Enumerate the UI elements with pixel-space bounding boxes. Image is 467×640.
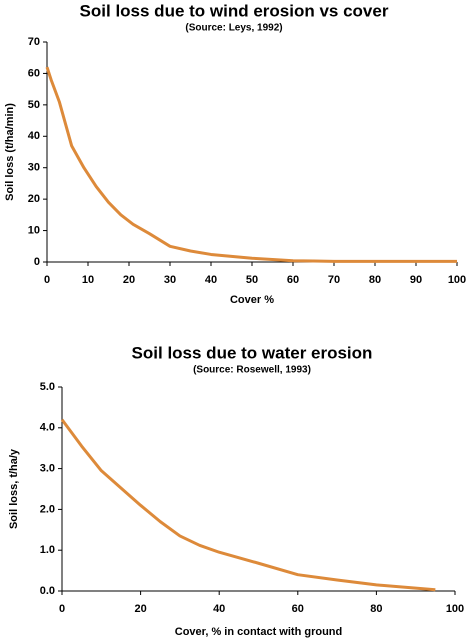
y-tick-label: 70 — [28, 36, 40, 48]
y-tick-label: 2.0 — [40, 503, 55, 515]
y-axis-label: Soil loss, t/ha/y — [8, 448, 20, 529]
y-tick-label: 0 — [34, 256, 40, 268]
y-tick-label: 10 — [28, 224, 40, 236]
x-tick-label: 60 — [287, 274, 299, 286]
chart-title: Soil loss due to water erosion — [132, 343, 373, 362]
x-tick-label: 70 — [328, 274, 340, 286]
x-tick-label: 40 — [213, 603, 225, 615]
chart-subtitle: (Source: Rosewell, 1993) — [193, 365, 311, 376]
x-tick-label: 80 — [369, 274, 381, 286]
x-tick-label: 10 — [82, 274, 94, 286]
x-tick-label: 100 — [448, 274, 466, 286]
y-tick-label: 4.0 — [40, 422, 55, 434]
x-tick-label: 0 — [44, 274, 50, 286]
y-tick-label: 50 — [28, 99, 40, 111]
x-tick-label: 30 — [164, 274, 176, 286]
x-tick-label: 20 — [134, 603, 146, 615]
chart-subtitle: (Source: Leys, 1992) — [185, 23, 282, 34]
x-axis-label: Cover % — [230, 294, 274, 306]
x-tick-label: 50 — [246, 274, 258, 286]
y-tick-label: 60 — [28, 67, 40, 79]
x-tick-label: 20 — [123, 274, 135, 286]
y-tick-label: 0.0 — [40, 585, 55, 597]
y-tick-label: 5.0 — [40, 381, 55, 393]
chart-title: Soil loss due to wind erosion vs cover — [80, 1, 389, 20]
data-line — [60, 418, 436, 592]
y-tick-label: 30 — [28, 162, 40, 174]
y-tick-label: 40 — [28, 130, 40, 142]
x-tick-label: 100 — [446, 603, 464, 615]
x-tick-label: 0 — [59, 603, 65, 615]
x-tick-label: 60 — [292, 603, 304, 615]
y-axis-label: Soil loss (t/ha/min) — [4, 103, 16, 201]
x-tick-label: 40 — [205, 274, 217, 286]
data-line — [45, 66, 457, 263]
x-axis-label: Cover, % in contact with ground — [175, 626, 342, 638]
y-tick-label: 1.0 — [40, 544, 55, 556]
x-tick-label: 90 — [410, 274, 422, 286]
x-tick-label: 80 — [370, 603, 382, 615]
y-tick-label: 20 — [28, 193, 40, 205]
y-tick-label: 3.0 — [40, 463, 55, 475]
